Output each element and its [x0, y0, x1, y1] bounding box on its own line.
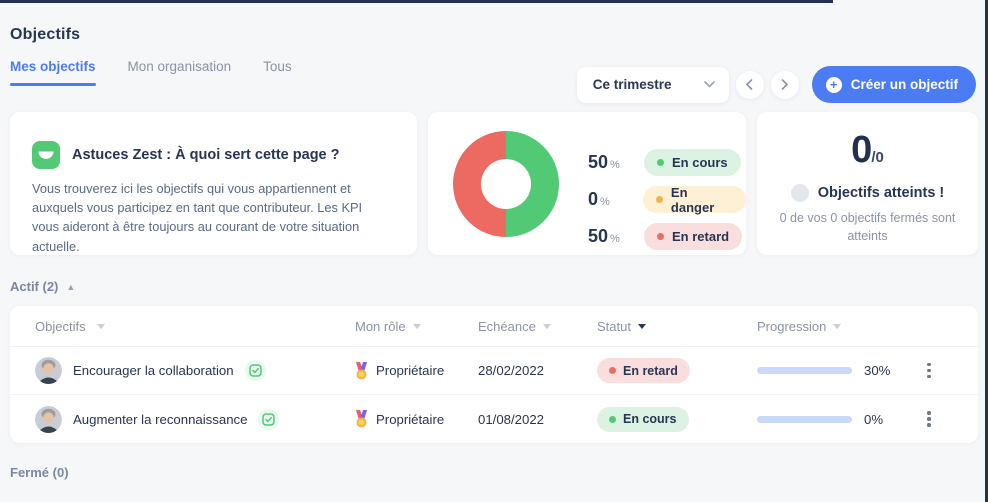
avatar — [35, 405, 62, 433]
legend-label: En cours — [672, 155, 728, 170]
column-header-statut[interactable]: Statut — [597, 319, 757, 334]
reached-description: 0 de vos 0 objectifs fermés sont atteint… — [779, 211, 956, 244]
toolbar: Ce trimestre + Créer un objectif — [576, 66, 976, 103]
objective-name: Encourager la collaboration — [73, 363, 234, 378]
tab-my-organisation[interactable]: Mon organisation — [128, 59, 232, 86]
tips-title: Astuces Zest : À quoi sert cette page ? — [72, 147, 340, 163]
table-header-row: Objectifs Mon rôle Echéance Statut Progr… — [10, 306, 978, 347]
role-label: Propriétaire — [376, 411, 445, 427]
zest-smile-icon — [32, 141, 60, 169]
plus-icon: + — [825, 76, 842, 93]
chevron-down-icon — [703, 81, 715, 88]
sort-caret-icon — [96, 324, 105, 329]
table-row[interactable]: Encourager la collaboration Propriétaire… — [10, 347, 978, 395]
legend-row: 50% En retard — [588, 218, 746, 255]
check-badge-icon — [258, 408, 280, 430]
column-header-mon-role[interactable]: Mon rôle — [355, 319, 478, 334]
medal-icon — [356, 361, 367, 379]
role-label: Propriétaire — [376, 363, 445, 378]
donut-legend: 50% En cours 0% En danger — [588, 144, 746, 255]
column-header-objectifs[interactable]: Objectifs — [25, 319, 355, 334]
objectives-table: Objectifs Mon rôle Echéance Statut Progr… — [10, 306, 978, 443]
column-header-progression[interactable]: Progression — [757, 319, 894, 334]
legend-row: 50% En cours — [588, 144, 746, 181]
chevron-right-icon — [781, 79, 789, 90]
progress-value: 0% — [864, 411, 884, 427]
status-badge: En retard — [597, 358, 690, 383]
create-objective-label: Créer un objectif — [850, 77, 958, 92]
active-tab-underline — [10, 83, 96, 86]
previous-period-button[interactable] — [735, 70, 764, 99]
tips-card: Astuces Zest : À quoi sert cette page ? … — [10, 112, 417, 255]
reached-total: /0 — [871, 149, 884, 166]
objective-name: Augmenter la reconnaissance — [73, 411, 248, 427]
window-frame-top — [0, 0, 833, 3]
progress-bar — [757, 415, 852, 423]
row-menu-button[interactable] — [923, 407, 935, 431]
tab-all[interactable]: Tous — [263, 59, 292, 86]
status-label: En retard — [623, 363, 678, 378]
due-date: 28/02/2022 — [478, 363, 545, 378]
active-section-label: Actif (2) — [10, 279, 59, 294]
status-dot — [657, 159, 664, 166]
page-title: Objectifs — [10, 26, 81, 43]
tab-label: Mes objectifs — [10, 59, 96, 74]
status-dot — [609, 367, 616, 374]
medal-icon — [356, 410, 367, 428]
closed-section-label: Fermé (0) — [10, 465, 69, 480]
sort-caret-icon — [542, 324, 551, 329]
tab-bar: Mes objectifs Mon organisation Tous — [10, 59, 978, 86]
progress-bar — [757, 367, 852, 374]
legend-pill-en-cours: En cours — [644, 149, 741, 176]
tips-body: Vous trouverez ici les objectifs qui vou… — [32, 181, 363, 254]
status-badge: En cours — [597, 406, 689, 432]
legend-percent: 50 — [588, 226, 609, 246]
status-dot — [655, 196, 663, 203]
active-section-toggle[interactable]: Actif (2) ▲ — [10, 279, 978, 294]
create-objective-button[interactable]: + Créer un objectif — [811, 66, 976, 103]
status-dot — [657, 233, 664, 240]
legend-row: 0% En danger — [588, 181, 746, 218]
tab-label: Mon organisation — [127, 59, 232, 74]
reached-count: 0 — [851, 129, 872, 171]
window-frame-right — [985, 0, 988, 502]
kpi-cards-row: Astuces Zest : À quoi sert cette page ? … — [10, 112, 978, 255]
objectives-reached-card: 0 /0 Objectifs atteints ! 0 de vos 0 obj… — [757, 112, 978, 255]
sort-caret-icon — [637, 324, 646, 329]
due-date: 01/08/2022 — [478, 411, 545, 427]
legend-pill-en-danger: En danger — [642, 184, 746, 215]
objectives-page: Objectifs Mes objectifs Mon organisation… — [10, 26, 978, 480]
sort-caret-icon — [412, 324, 421, 329]
table-row[interactable]: Augmenter la reconnaissance Propriétaire… — [10, 395, 978, 443]
row-menu-button[interactable] — [923, 359, 935, 383]
legend-label: En danger — [670, 184, 715, 215]
legend-pill-en-retard: En retard — [644, 223, 743, 250]
column-header-echeance[interactable]: Echéance — [478, 319, 597, 334]
legend-percent: 50 — [588, 152, 609, 172]
chevron-left-icon — [746, 79, 753, 90]
check-badge-icon — [244, 360, 266, 381]
progress-value: 30% — [864, 363, 891, 378]
status-label: En cours — [623, 412, 677, 426]
status-dot — [609, 415, 616, 423]
avatar — [35, 357, 62, 384]
tab-label: Tous — [263, 59, 292, 74]
period-select[interactable]: Ce trimestre — [576, 66, 729, 103]
sort-caret-icon — [833, 324, 842, 329]
legend-label: En retard — [672, 229, 730, 244]
status-donut-chart — [453, 131, 559, 237]
collapse-arrow-icon: ▲ — [66, 281, 76, 292]
empty-status-dot-icon — [790, 184, 809, 202]
period-select-value: Ce trimestre — [592, 77, 672, 92]
reached-label: Objectifs atteints ! — [817, 185, 945, 201]
status-chart-card: 50% En cours 0% En danger — [428, 112, 746, 255]
closed-section-toggle[interactable]: Fermé (0) — [10, 465, 978, 480]
tab-my-objectives[interactable]: Mes objectifs — [10, 59, 96, 86]
next-period-button[interactable] — [770, 70, 799, 99]
legend-percent: 0 — [588, 189, 599, 209]
